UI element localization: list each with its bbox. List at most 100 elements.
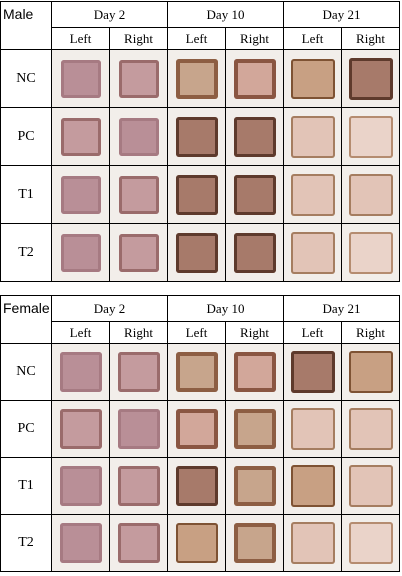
- sex-label: Male: [0, 1, 52, 50]
- day-header: Day 21: [283, 1, 400, 28]
- skin-photo: [167, 107, 226, 166]
- skin-photo: [109, 165, 168, 224]
- skin-photo: [167, 400, 226, 458]
- skin-photo: [283, 49, 342, 108]
- skin-photo: [51, 400, 110, 458]
- skin-photo: [109, 343, 168, 401]
- group-label: T2: [0, 514, 52, 572]
- skin-photo: [283, 343, 342, 401]
- skin-patch: [233, 232, 276, 273]
- skin-patch: [117, 352, 160, 392]
- skin-patch: [60, 233, 101, 272]
- skin-photo: [51, 223, 110, 282]
- group-label: T2: [0, 223, 52, 282]
- side-header: Right: [341, 27, 400, 50]
- skin-patch: [175, 409, 218, 449]
- skin-patch: [117, 466, 160, 506]
- skin-photo: [225, 49, 284, 108]
- male-table: Male Day 2 Day 10 Day 21 Left Right Left…: [0, 1, 400, 282]
- skin-photo: [225, 107, 284, 166]
- skin-patch: [233, 58, 276, 99]
- group-label: PC: [0, 400, 52, 458]
- side-header: Right: [341, 321, 400, 344]
- side-header: Left: [51, 27, 110, 50]
- skin-patch: [175, 523, 218, 563]
- skin-photo: [341, 107, 400, 166]
- skin-patch: [348, 115, 393, 158]
- skin-patch: [59, 523, 102, 563]
- skin-photo: [225, 514, 284, 572]
- skin-patch: [175, 466, 218, 506]
- skin-patch: [175, 174, 218, 215]
- skin-patch: [59, 352, 102, 392]
- skin-patch: [290, 522, 335, 564]
- skin-photo: [283, 457, 342, 515]
- skin-photo: [167, 343, 226, 401]
- sex-label: Female: [0, 295, 52, 344]
- skin-photo: [225, 400, 284, 458]
- skin-photo: [51, 165, 110, 224]
- side-header: Right: [109, 27, 168, 50]
- side-header: Right: [225, 27, 284, 50]
- skin-photo: [283, 107, 342, 166]
- skin-patch: [348, 231, 393, 274]
- skin-photo: [51, 457, 110, 515]
- skin-patch: [348, 408, 393, 450]
- skin-patch: [60, 117, 101, 156]
- skin-patch: [118, 175, 159, 214]
- skin-patch: [233, 523, 276, 563]
- skin-photo: [225, 343, 284, 401]
- skin-patch: [290, 58, 335, 99]
- skin-photo: [109, 107, 168, 166]
- group-label: NC: [0, 49, 52, 108]
- skin-patch: [290, 115, 335, 158]
- skin-patch: [290, 465, 335, 507]
- skin-photo: [109, 223, 168, 282]
- day-header: Day 21: [283, 295, 400, 322]
- skin-photo: [167, 457, 226, 515]
- skin-photo: [51, 343, 110, 401]
- skin-patch: [348, 465, 393, 507]
- skin-photo: [109, 400, 168, 458]
- skin-patch: [348, 57, 393, 100]
- skin-patch: [290, 351, 335, 393]
- skin-patch: [233, 116, 276, 157]
- skin-photo: [283, 165, 342, 224]
- skin-patch: [348, 522, 393, 564]
- skin-patch: [233, 409, 276, 449]
- skin-photo: [225, 457, 284, 515]
- skin-photo: [167, 49, 226, 108]
- group-label: PC: [0, 107, 52, 166]
- skin-patch: [233, 352, 276, 392]
- skin-patch: [118, 59, 159, 98]
- group-label: T1: [0, 457, 52, 515]
- day-header: Day 10: [167, 295, 284, 322]
- skin-patch: [175, 116, 218, 157]
- side-header: Left: [283, 27, 342, 50]
- skin-photo: [51, 107, 110, 166]
- group-label: NC: [0, 343, 52, 401]
- skin-photo: [341, 457, 400, 515]
- skin-photo: [283, 400, 342, 458]
- skin-photo: [167, 165, 226, 224]
- skin-patch: [117, 523, 160, 563]
- skin-patch: [118, 117, 159, 156]
- skin-patch: [59, 466, 102, 506]
- skin-photo: [341, 343, 400, 401]
- skin-photo: [225, 223, 284, 282]
- skin-photo: [283, 223, 342, 282]
- skin-patch: [118, 233, 159, 272]
- skin-photo: [167, 514, 226, 572]
- skin-photo: [51, 49, 110, 108]
- skin-patch: [290, 231, 335, 274]
- skin-photo: [51, 514, 110, 572]
- skin-patch: [175, 232, 218, 273]
- skin-patch: [175, 352, 218, 392]
- skin-photo: [167, 223, 226, 282]
- side-header: Left: [167, 27, 226, 50]
- day-header: Day 10: [167, 1, 284, 28]
- skin-patch: [117, 409, 160, 449]
- skin-patch: [60, 59, 101, 98]
- skin-patch: [290, 173, 335, 216]
- skin-photo: [341, 223, 400, 282]
